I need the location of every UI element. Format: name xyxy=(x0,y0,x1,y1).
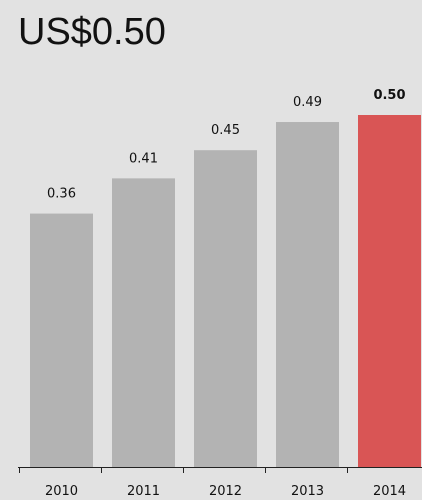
x-tick-label-2010: 2010 xyxy=(45,484,78,499)
x-tick-label-2013: 2013 xyxy=(291,484,324,499)
bar-2012 xyxy=(194,150,257,467)
data-label-2012: 0.45 xyxy=(211,123,240,138)
bar-2010 xyxy=(30,214,93,467)
data-label-2011: 0.41 xyxy=(129,151,158,166)
x-tick-label-2011: 2011 xyxy=(127,484,160,499)
data-label-2013: 0.49 xyxy=(293,95,322,110)
x-tick-label-2012: 2012 xyxy=(209,484,242,499)
bar-2013 xyxy=(276,122,339,467)
bar-2014 xyxy=(358,115,421,467)
data-label-2014: 0.50 xyxy=(373,88,405,103)
bar-2011 xyxy=(112,178,175,467)
data-label-2010: 0.36 xyxy=(47,187,76,202)
x-tick-label-2014: 2014 xyxy=(373,484,406,499)
